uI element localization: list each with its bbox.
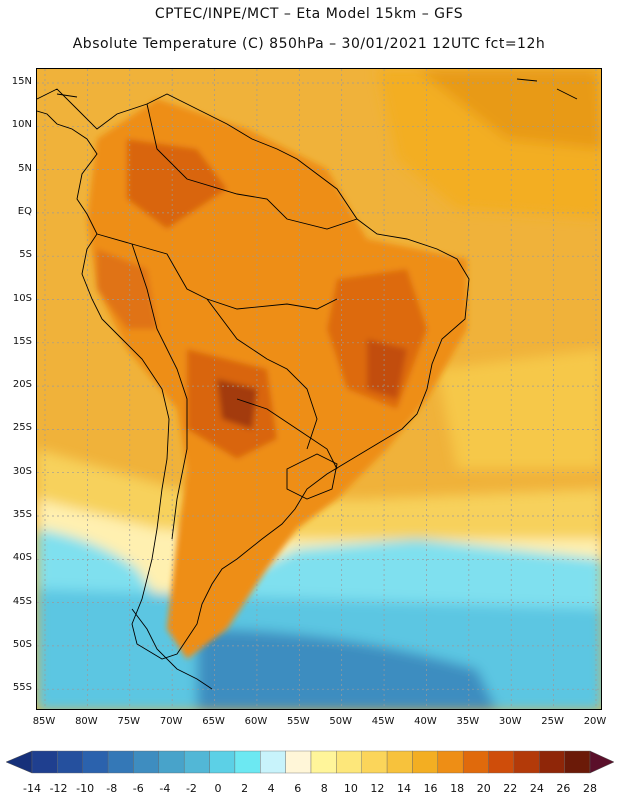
colorbar-label: -10 <box>76 782 95 795</box>
lat-label: 40S <box>12 552 32 564</box>
lon-label: 75W <box>117 716 141 727</box>
colorbar-segment <box>183 750 210 774</box>
colorbar-segment <box>57 750 83 774</box>
colorbar-label: 16 <box>423 782 438 795</box>
title-line-2: Absolute Temperature (C) 850hPa – 30/01/… <box>72 36 546 52</box>
lon-label: 45W <box>371 716 395 727</box>
colorbar-label: 26 <box>556 782 571 795</box>
colorbar-segment <box>564 750 591 774</box>
colorbar-segment <box>234 750 261 774</box>
colorbar-segment <box>260 750 286 774</box>
lat-label: 10S <box>12 292 32 304</box>
map-canvas <box>37 69 601 709</box>
field-atlantic-south <box>437 349 601 469</box>
colorbar-label: 18 <box>450 782 465 795</box>
colorbar-label: -2 <box>185 782 197 795</box>
colorbar-label: 28 <box>583 782 597 795</box>
chile-islands <box>131 608 213 690</box>
colorbar-segment <box>158 750 185 774</box>
colorbar-label: 20 <box>476 782 491 795</box>
lon-label: 25W <box>541 716 564 727</box>
lat-lon-grid <box>37 69 601 709</box>
colorbar-segment <box>82 750 109 774</box>
colorbar-label: 6 <box>294 782 302 795</box>
country-border-5 <box>236 398 338 470</box>
lon-label: 35W <box>456 716 480 727</box>
colorbar-segment <box>209 750 236 774</box>
colorbar-label: 10 <box>343 782 358 795</box>
field-hottest-chaco <box>217 379 257 429</box>
lat-label: 15S <box>12 335 32 347</box>
field-hottest-brazil <box>367 339 407 399</box>
land-outlines <box>37 78 578 690</box>
lat-label: 35S <box>12 509 32 520</box>
colorbar-label: -6 <box>132 782 144 795</box>
south-america-coastline <box>37 88 470 660</box>
lat-label: EQ <box>17 205 32 217</box>
lon-label: 55W <box>286 716 310 727</box>
country-border-4 <box>206 298 318 450</box>
lon-label: 65W <box>202 716 225 727</box>
colorbar-segment <box>513 750 540 774</box>
lon-label: 50W <box>329 716 352 727</box>
field-atlantic-warm <box>417 69 601 149</box>
colorbar-segment <box>488 750 515 774</box>
colorbar-under-triangle <box>5 750 33 774</box>
lon-label: 60W <box>244 716 268 727</box>
colorbar-label: 2 <box>241 782 249 795</box>
colorbar-segment <box>285 750 312 774</box>
lon-label: 40W <box>414 716 437 727</box>
field-continent-warm <box>87 99 467 659</box>
lat-label: 5N <box>18 162 32 174</box>
lon-label: 85W <box>32 716 56 727</box>
field-coldest-water <box>197 629 497 709</box>
lon-label: 80W <box>75 716 98 727</box>
colorbar-segment <box>336 750 362 774</box>
colorbar-segment <box>310 750 337 774</box>
lon-label: 70W <box>159 716 183 727</box>
field-andes-warm <box>97 249 157 329</box>
colorbar-label: 22 <box>503 782 518 795</box>
colorbar-segment <box>437 750 464 774</box>
field-hot-north <box>127 139 227 229</box>
colorbar-label: -8 <box>106 782 118 795</box>
colorbar-label: 24 <box>529 782 544 795</box>
lat-label: 10N <box>11 119 32 131</box>
colorbar-label: 4 <box>267 782 275 795</box>
temperature-map <box>36 68 602 710</box>
colorbar-label: -4 <box>159 782 171 795</box>
lat-label: 45S <box>12 595 32 607</box>
colorbar-label: 8 <box>320 782 328 795</box>
colorbar-segment <box>386 750 413 774</box>
caribbean-islands <box>56 78 578 100</box>
colorbar <box>5 750 615 774</box>
lat-label: 20S <box>12 379 32 391</box>
lon-label: 30W <box>498 716 522 727</box>
colorbar-segment <box>361 750 388 774</box>
country-border-3 <box>131 243 188 540</box>
lon-label: 20W <box>583 716 607 727</box>
lat-label: 30S <box>12 465 32 477</box>
colorbar-segment <box>539 750 565 774</box>
colorbar-label: 0 <box>214 782 222 795</box>
lat-label: 50S <box>12 638 32 650</box>
lat-label: 55S <box>12 682 32 694</box>
colorbar-label: 12 <box>370 782 385 795</box>
uruguay-border <box>286 453 338 500</box>
colorbar-segment <box>133 750 160 774</box>
colorbar-label: -12 <box>49 782 68 795</box>
lat-label: 15N <box>11 76 32 87</box>
colorbar-segment <box>462 750 489 774</box>
title-line-1: CPTEC/INPE/MCT – Eta Model 15km – GFS <box>154 6 464 22</box>
colorbar-segment <box>412 750 439 774</box>
colorbar-segment <box>31 750 58 774</box>
colorbar-label: -14 <box>23 782 41 795</box>
colorbar-segment <box>107 750 134 774</box>
colorbar-label: 14 <box>397 782 411 795</box>
country-border-1 <box>146 103 358 230</box>
colorbar-over-triangle <box>589 750 615 774</box>
lat-label: 5S <box>19 249 32 261</box>
lat-label: 25S <box>12 422 32 434</box>
